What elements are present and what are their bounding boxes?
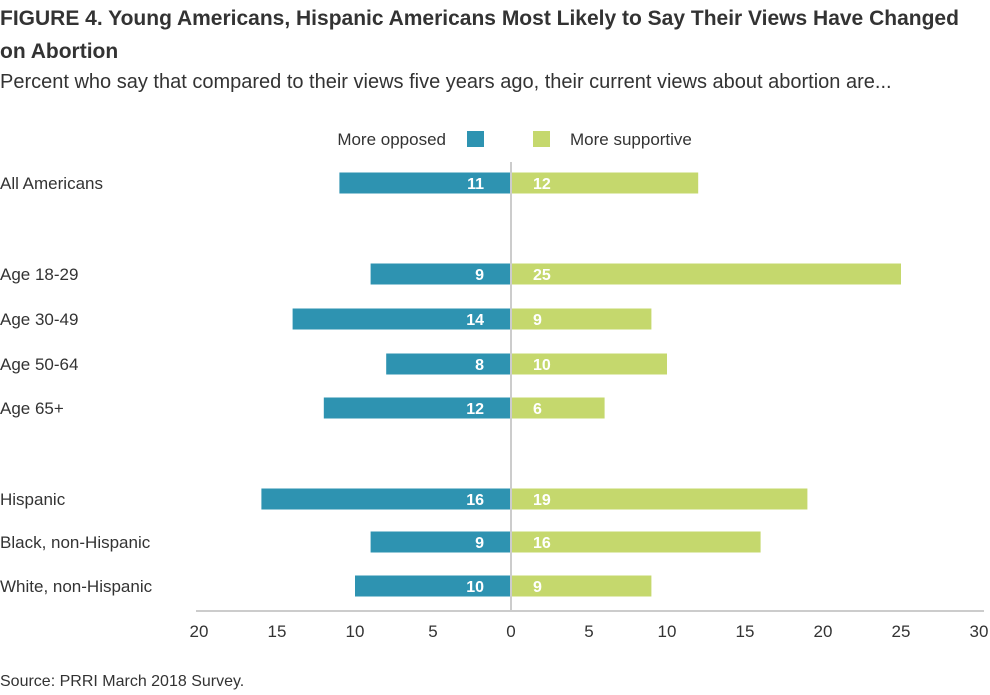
category-label: All Americans xyxy=(0,174,103,193)
bar-more-supportive xyxy=(512,531,761,553)
legend-swatch-more-opposed xyxy=(467,131,484,147)
data-label-more-opposed: 14 xyxy=(466,312,484,329)
category-label: Age 50-64 xyxy=(0,355,78,374)
x-tick-label: 30 xyxy=(970,622,989,641)
bar-more-opposed xyxy=(355,575,510,597)
data-label-more-opposed: 10 xyxy=(466,579,484,596)
bar-more-opposed xyxy=(370,531,510,553)
chart-subtitle: Percent who say that compared to their v… xyxy=(0,71,892,93)
bar-more-supportive xyxy=(512,397,605,419)
bar-more-supportive xyxy=(512,353,667,375)
data-label-more-supportive: 16 xyxy=(533,535,551,552)
category-label: Hispanic xyxy=(0,490,66,509)
data-label-more-supportive: 19 xyxy=(533,492,551,509)
bar-group: 11 12 9 25 14 9 8 10 12 6 16 19 9 16 10 9 xyxy=(261,172,901,597)
x-tick-label: 10 xyxy=(346,622,365,641)
bar-more-supportive xyxy=(512,263,901,285)
data-label-more-opposed: 8 xyxy=(475,357,484,374)
data-label-more-supportive: 6 xyxy=(533,401,542,418)
x-tick-label: 20 xyxy=(814,622,833,641)
category-label: Age 18-29 xyxy=(0,265,78,284)
data-label-more-supportive: 10 xyxy=(533,357,551,374)
x-tick-label: 5 xyxy=(584,622,593,641)
x-tick-label: 0 xyxy=(506,622,515,641)
chart-legend: More opposed More supportive xyxy=(337,130,692,149)
chart-title: FIGURE 4. Young Americans, Hispanic Amer… xyxy=(0,7,959,63)
x-tick-label: 15 xyxy=(268,622,287,641)
bar-more-supportive xyxy=(512,488,808,510)
category-labels: All Americans Age 18-29 Age 30-49 Age 50-64… xyxy=(0,174,153,596)
data-label-more-opposed: 9 xyxy=(475,267,484,284)
data-label-more-opposed: 16 xyxy=(466,492,484,509)
legend-swatch-more-supportive xyxy=(533,131,550,147)
data-label-more-supportive: 9 xyxy=(533,579,542,596)
bar-more-supportive xyxy=(512,308,652,330)
data-label-more-opposed: 12 xyxy=(466,401,484,418)
bar-more-supportive xyxy=(512,575,652,597)
data-label-more-opposed: 11 xyxy=(467,176,484,193)
source-note: Source: PRRI March 2018 Survey. xyxy=(0,673,245,690)
bar-more-opposed xyxy=(370,263,510,285)
bar-more-opposed xyxy=(261,488,510,510)
x-tick-label: 5 xyxy=(428,622,437,641)
x-tick-label: 20 xyxy=(190,622,209,641)
data-label-more-supportive: 25 xyxy=(533,267,551,284)
category-label: Age 30-49 xyxy=(0,310,78,329)
category-label: White, non-Hispanic xyxy=(0,577,153,596)
bar-more-opposed xyxy=(386,353,510,375)
bar-more-opposed xyxy=(339,172,510,194)
x-tick-label: 15 xyxy=(736,622,755,641)
x-tick-label: 25 xyxy=(892,622,911,641)
bar-more-opposed xyxy=(323,397,510,419)
category-label: Black, non-Hispanic xyxy=(0,533,151,552)
category-label: Age 65+ xyxy=(0,399,64,418)
legend-label-more-supportive: More supportive xyxy=(570,130,692,149)
x-axis: 20 15 10 5 0 5 10 15 20 25 30 xyxy=(190,162,989,641)
legend-label-more-opposed: More opposed xyxy=(337,130,446,149)
data-label-more-supportive: 12 xyxy=(533,176,551,193)
data-label-more-opposed: 9 xyxy=(475,535,484,552)
data-label-more-supportive: 9 xyxy=(533,312,542,329)
x-tick-label: 10 xyxy=(658,622,677,641)
bar-more-opposed xyxy=(292,308,510,330)
bar-more-supportive xyxy=(512,172,699,194)
